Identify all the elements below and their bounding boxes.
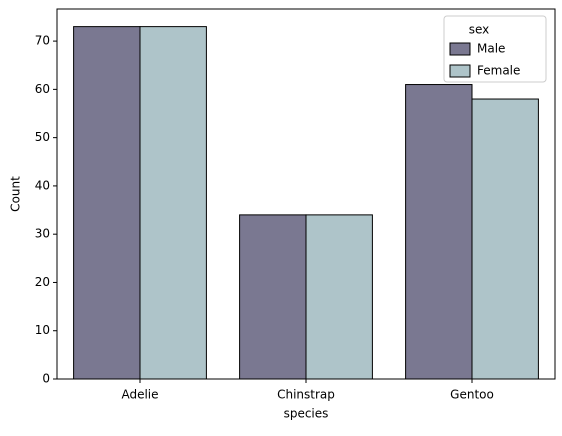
x-axis-label: species [284,407,329,421]
bar [239,214,307,380]
y-axis-label: Count [9,176,23,212]
x-tick-label: Adelie [121,388,158,402]
legend-label: Male [477,42,505,56]
legend-label: Female [477,64,520,78]
legend-swatch [449,42,471,56]
y-tick-label: 40 [35,178,50,192]
y-tick-label: 20 [35,275,50,289]
x-tick-label: Gentoo [450,388,494,402]
y-tick-label: 10 [35,323,50,337]
y-tick-label: 0 [42,372,50,386]
y-tick-label: 70 [35,34,50,48]
plot-frame [56,8,556,380]
legend-swatch [449,64,471,78]
y-tick-label: 60 [35,82,50,96]
y-tick-label: 30 [35,227,50,241]
x-tick-label: Chinstrap [277,388,335,402]
bar [471,98,539,380]
legend-title: sex [469,23,490,37]
bar [305,214,373,380]
bar [405,84,473,380]
bar [139,26,207,380]
bar [73,26,141,380]
y-tick-label: 50 [35,130,50,144]
